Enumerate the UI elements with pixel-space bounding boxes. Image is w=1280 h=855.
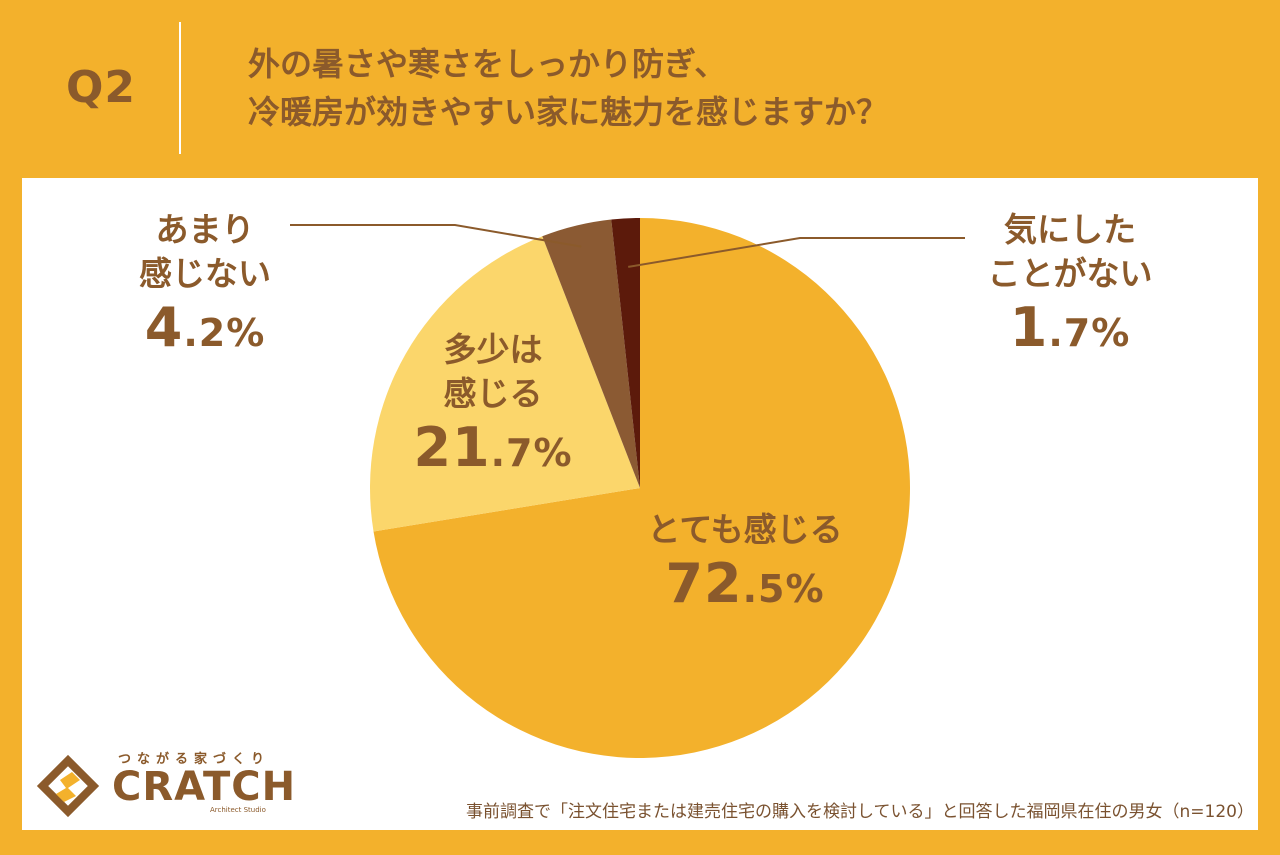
label-very-much-text: とても感じる xyxy=(647,510,843,549)
label-somewhat-value: 21.7% xyxy=(393,416,593,485)
header: Q2 外の暑さや寒さをしっかり防ぎ、 冷暖房が効きやすい家に魅力を感じますか？ xyxy=(0,0,1280,178)
pie-slice-2 xyxy=(542,219,640,489)
question-line-1: 外の暑さや寒さをしっかり防ぎ、 xyxy=(248,45,727,83)
question-text: 外の暑さや寒さをしっかり防ぎ、 冷暖房が効きやすい家に魅力を感じますか？ xyxy=(248,40,888,136)
label-never-mind-value: 1.7% xyxy=(970,296,1170,365)
logo-mark-icon xyxy=(36,754,100,818)
pct-main: 21 xyxy=(413,416,491,479)
label-never-mind-text-2: ことがない xyxy=(987,254,1153,293)
logo-wordmark: CRATCH xyxy=(112,764,297,810)
pct-tail: .7% xyxy=(490,431,573,475)
label-not-much-text-2: 感じない xyxy=(139,254,271,293)
leader-line-2 xyxy=(290,224,582,248)
question-line-2: 冷暖房が効きやすい家に魅力を感じますか？ xyxy=(248,93,889,131)
survey-note: 事前調査で「注文住宅または建売住宅の購入を検討している」と回答した福岡県在住の男… xyxy=(466,802,1254,822)
label-not-much-value: 4.2% xyxy=(110,296,300,365)
logo-subtext: Architect Studio xyxy=(210,806,266,814)
label-very-much: とても感じる 72.5% xyxy=(640,508,850,621)
label-very-much-value: 72.5% xyxy=(640,552,850,621)
pct-tail: .5% xyxy=(742,567,825,611)
label-never-mind: 気にした ことがない 1.7% xyxy=(970,208,1170,365)
pct-main: 4 xyxy=(144,296,184,359)
pie-slice-3 xyxy=(611,218,640,488)
label-never-mind-text-1: 気にした xyxy=(1004,210,1136,249)
cratch-logo: つながる家づくり CRATCH Architect Studio xyxy=(32,748,295,828)
question-number: Q2 xyxy=(66,62,137,113)
pct-main: 1 xyxy=(1009,296,1049,359)
pct-tail: .7% xyxy=(1048,311,1131,355)
label-somewhat-text-1: 多少は xyxy=(443,330,543,369)
label-somewhat: 多少は 感じる 21.7% xyxy=(393,328,593,485)
pie-slice-0 xyxy=(373,218,910,759)
logo-tagline: つながる家づくり xyxy=(118,752,271,767)
label-not-much-text-1: あまり xyxy=(155,210,255,249)
pct-tail: .2% xyxy=(183,311,266,355)
leader-line-3 xyxy=(628,237,965,268)
label-not-much: あまり 感じない 4.2% xyxy=(110,208,300,365)
header-divider xyxy=(179,22,181,154)
label-somewhat-text-2: 感じる xyxy=(443,374,543,413)
pie-slice-1 xyxy=(370,236,640,532)
pct-main: 72 xyxy=(665,552,743,615)
